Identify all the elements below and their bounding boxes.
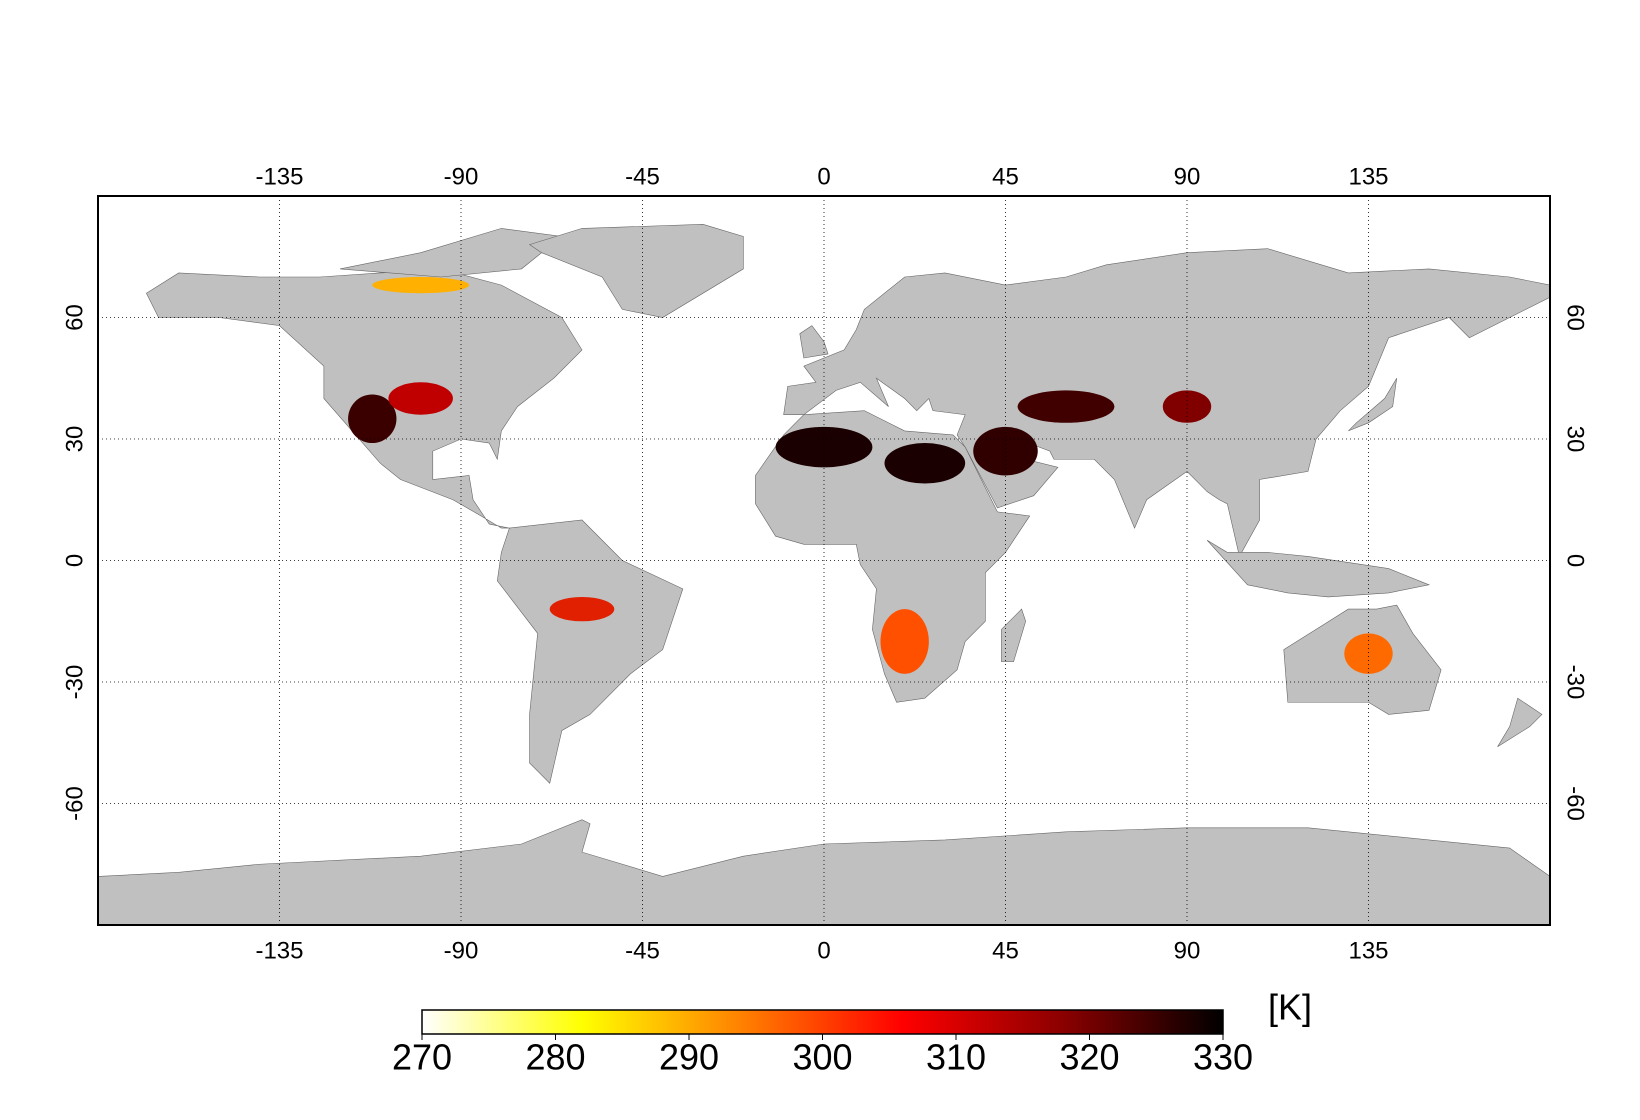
y-tick-label-right: 0 bbox=[1562, 554, 1589, 567]
colorbar-tick-label: 310 bbox=[926, 1037, 986, 1078]
x-tick-label-top: 90 bbox=[1174, 163, 1201, 190]
japan bbox=[1348, 378, 1396, 431]
y-tick-label-right: -30 bbox=[1562, 665, 1589, 700]
y-tick-label-left: 60 bbox=[61, 304, 88, 331]
colorbar-tick-label: 330 bbox=[1193, 1037, 1253, 1078]
y-tick-label-left: -30 bbox=[61, 665, 88, 700]
x-tick-label-bottom: -45 bbox=[625, 937, 660, 964]
colorbar: [K] 270 280 290 300 310 320 330 bbox=[392, 987, 1312, 1078]
x-tick-label-top: -135 bbox=[255, 163, 303, 190]
colorbar-bar bbox=[421, 1009, 1224, 1035]
africa bbox=[755, 411, 1029, 703]
grid bbox=[98, 196, 1550, 925]
indonesia bbox=[1207, 540, 1429, 597]
south-america bbox=[497, 520, 683, 783]
land bbox=[98, 224, 1550, 925]
y-tick-label-left: 30 bbox=[61, 426, 88, 453]
x-tick-label-bottom: -90 bbox=[444, 937, 479, 964]
colorbar-tick-label: 320 bbox=[1059, 1037, 1119, 1078]
hot-spots bbox=[348, 277, 1393, 674]
map-frame bbox=[97, 195, 1551, 926]
axis-labels: -135 -135 -90 -90 -45 -45 0 0 45 45 90 90 135 135 -60 -… bbox=[61, 163, 1588, 964]
y-tick-label-right: 30 bbox=[1562, 426, 1589, 453]
x-tick-label-top: 45 bbox=[992, 163, 1019, 190]
colorbar-unit: [K] bbox=[1268, 987, 1312, 1028]
x-tick-label-top: -45 bbox=[625, 163, 660, 190]
greenland bbox=[530, 224, 744, 317]
y-tick-label-left: 0 bbox=[61, 554, 88, 567]
colorbar-tick-label: 290 bbox=[659, 1037, 719, 1078]
y-tick-label-left: -60 bbox=[61, 786, 88, 821]
map bbox=[98, 196, 1550, 925]
new-zealand bbox=[1498, 698, 1542, 747]
x-tick-label-bottom: 0 bbox=[817, 937, 830, 964]
y-tick-label-right: -60 bbox=[1562, 786, 1589, 821]
x-tick-label-top: 0 bbox=[817, 163, 830, 190]
britain bbox=[800, 326, 828, 358]
x-tick-label-top: -90 bbox=[444, 163, 479, 190]
x-tick-label-bottom: -135 bbox=[255, 937, 303, 964]
madagascar bbox=[1001, 609, 1025, 662]
x-tick-label-bottom: 135 bbox=[1348, 937, 1388, 964]
colorbar-tick-label: 270 bbox=[392, 1037, 452, 1078]
x-tick-label-bottom: 45 bbox=[992, 937, 1019, 964]
x-tick-label-bottom: 90 bbox=[1174, 937, 1201, 964]
colorbar-tick-label: 300 bbox=[792, 1037, 852, 1078]
y-tick-label-right: 60 bbox=[1562, 304, 1589, 331]
x-tick-label-top: 135 bbox=[1348, 163, 1388, 190]
arctic-islands bbox=[340, 228, 562, 277]
colorbar-tick-label: 280 bbox=[525, 1037, 585, 1078]
